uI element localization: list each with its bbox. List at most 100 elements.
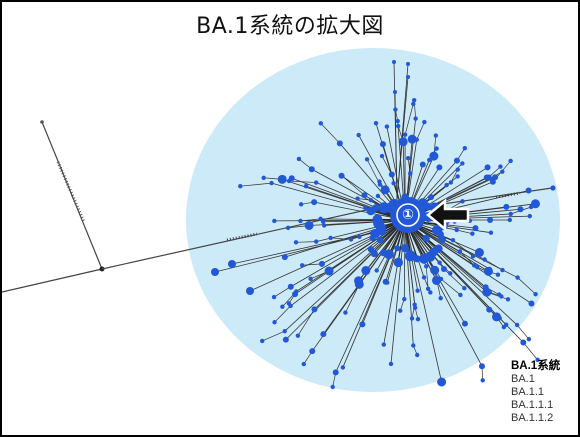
node — [409, 316, 415, 321]
node — [444, 182, 449, 188]
node — [281, 254, 288, 261]
node — [388, 361, 394, 367]
node — [486, 306, 493, 313]
node — [398, 308, 403, 313]
node — [303, 183, 309, 189]
edge — [385, 231, 402, 282]
node — [415, 316, 421, 322]
node — [453, 157, 460, 164]
node — [304, 220, 314, 230]
node — [320, 331, 327, 338]
node — [450, 238, 456, 243]
node — [357, 234, 362, 240]
node — [364, 157, 370, 162]
node — [393, 257, 403, 268]
node — [313, 180, 319, 185]
node — [437, 377, 447, 387]
edge — [386, 126, 404, 209]
node — [500, 169, 505, 174]
edge — [415, 224, 480, 253]
node — [499, 294, 504, 299]
node — [437, 260, 442, 265]
node — [421, 275, 427, 280]
edge — [262, 330, 285, 342]
node — [434, 146, 439, 151]
edge — [523, 342, 538, 361]
legend-item: BA.1.1.1 — [511, 399, 554, 411]
outgroup-branch-hatch — [56, 161, 86, 223]
node — [422, 119, 427, 125]
edge — [405, 231, 416, 305]
node — [354, 276, 364, 286]
node — [475, 264, 480, 270]
node — [462, 285, 467, 291]
node — [514, 322, 520, 328]
node — [393, 107, 398, 112]
node — [412, 302, 417, 307]
node — [528, 300, 535, 307]
node — [428, 290, 433, 295]
node — [361, 192, 368, 199]
node — [394, 245, 401, 252]
node — [280, 304, 285, 309]
node — [402, 296, 407, 302]
node — [470, 254, 476, 259]
node — [470, 231, 475, 236]
edge — [314, 201, 394, 218]
node — [430, 265, 440, 275]
node — [482, 284, 489, 291]
node — [398, 137, 408, 147]
node — [380, 249, 387, 257]
edge — [414, 226, 489, 272]
main-branch-hatch — [226, 232, 258, 242]
node — [433, 133, 439, 138]
node — [392, 60, 396, 64]
node — [515, 275, 520, 280]
node — [246, 287, 254, 295]
node — [498, 164, 503, 169]
node — [288, 303, 293, 309]
main-branch — [101, 201, 403, 270]
edge — [284, 228, 397, 332]
node — [533, 291, 538, 297]
node — [211, 268, 219, 276]
node — [395, 123, 401, 129]
edge — [404, 103, 414, 135]
node — [361, 266, 371, 276]
node — [487, 217, 494, 224]
node — [457, 249, 463, 254]
edge — [249, 229, 386, 292]
node — [260, 338, 265, 344]
node — [458, 292, 463, 298]
node — [385, 280, 390, 285]
node — [484, 164, 491, 171]
node — [272, 218, 277, 224]
node — [425, 286, 431, 292]
node — [422, 234, 430, 242]
figure-title: BA.1系統の拡大図 — [196, 14, 384, 39]
edge — [273, 286, 291, 298]
node — [395, 118, 400, 124]
node — [406, 75, 410, 79]
node — [508, 158, 513, 164]
node — [277, 174, 287, 184]
node — [294, 289, 299, 294]
node — [367, 245, 374, 253]
edge — [407, 158, 411, 174]
node — [487, 174, 492, 179]
node — [419, 253, 430, 264]
node — [526, 336, 532, 342]
node — [413, 116, 418, 121]
edge — [297, 309, 315, 336]
node — [324, 266, 334, 276]
node — [376, 236, 384, 244]
edge — [345, 284, 360, 313]
node — [411, 101, 416, 107]
node — [238, 183, 243, 189]
node — [356, 132, 361, 138]
node — [308, 276, 313, 281]
node — [508, 211, 513, 217]
outgroup-tip — [40, 120, 44, 124]
marker-number-label: ① — [402, 207, 414, 223]
